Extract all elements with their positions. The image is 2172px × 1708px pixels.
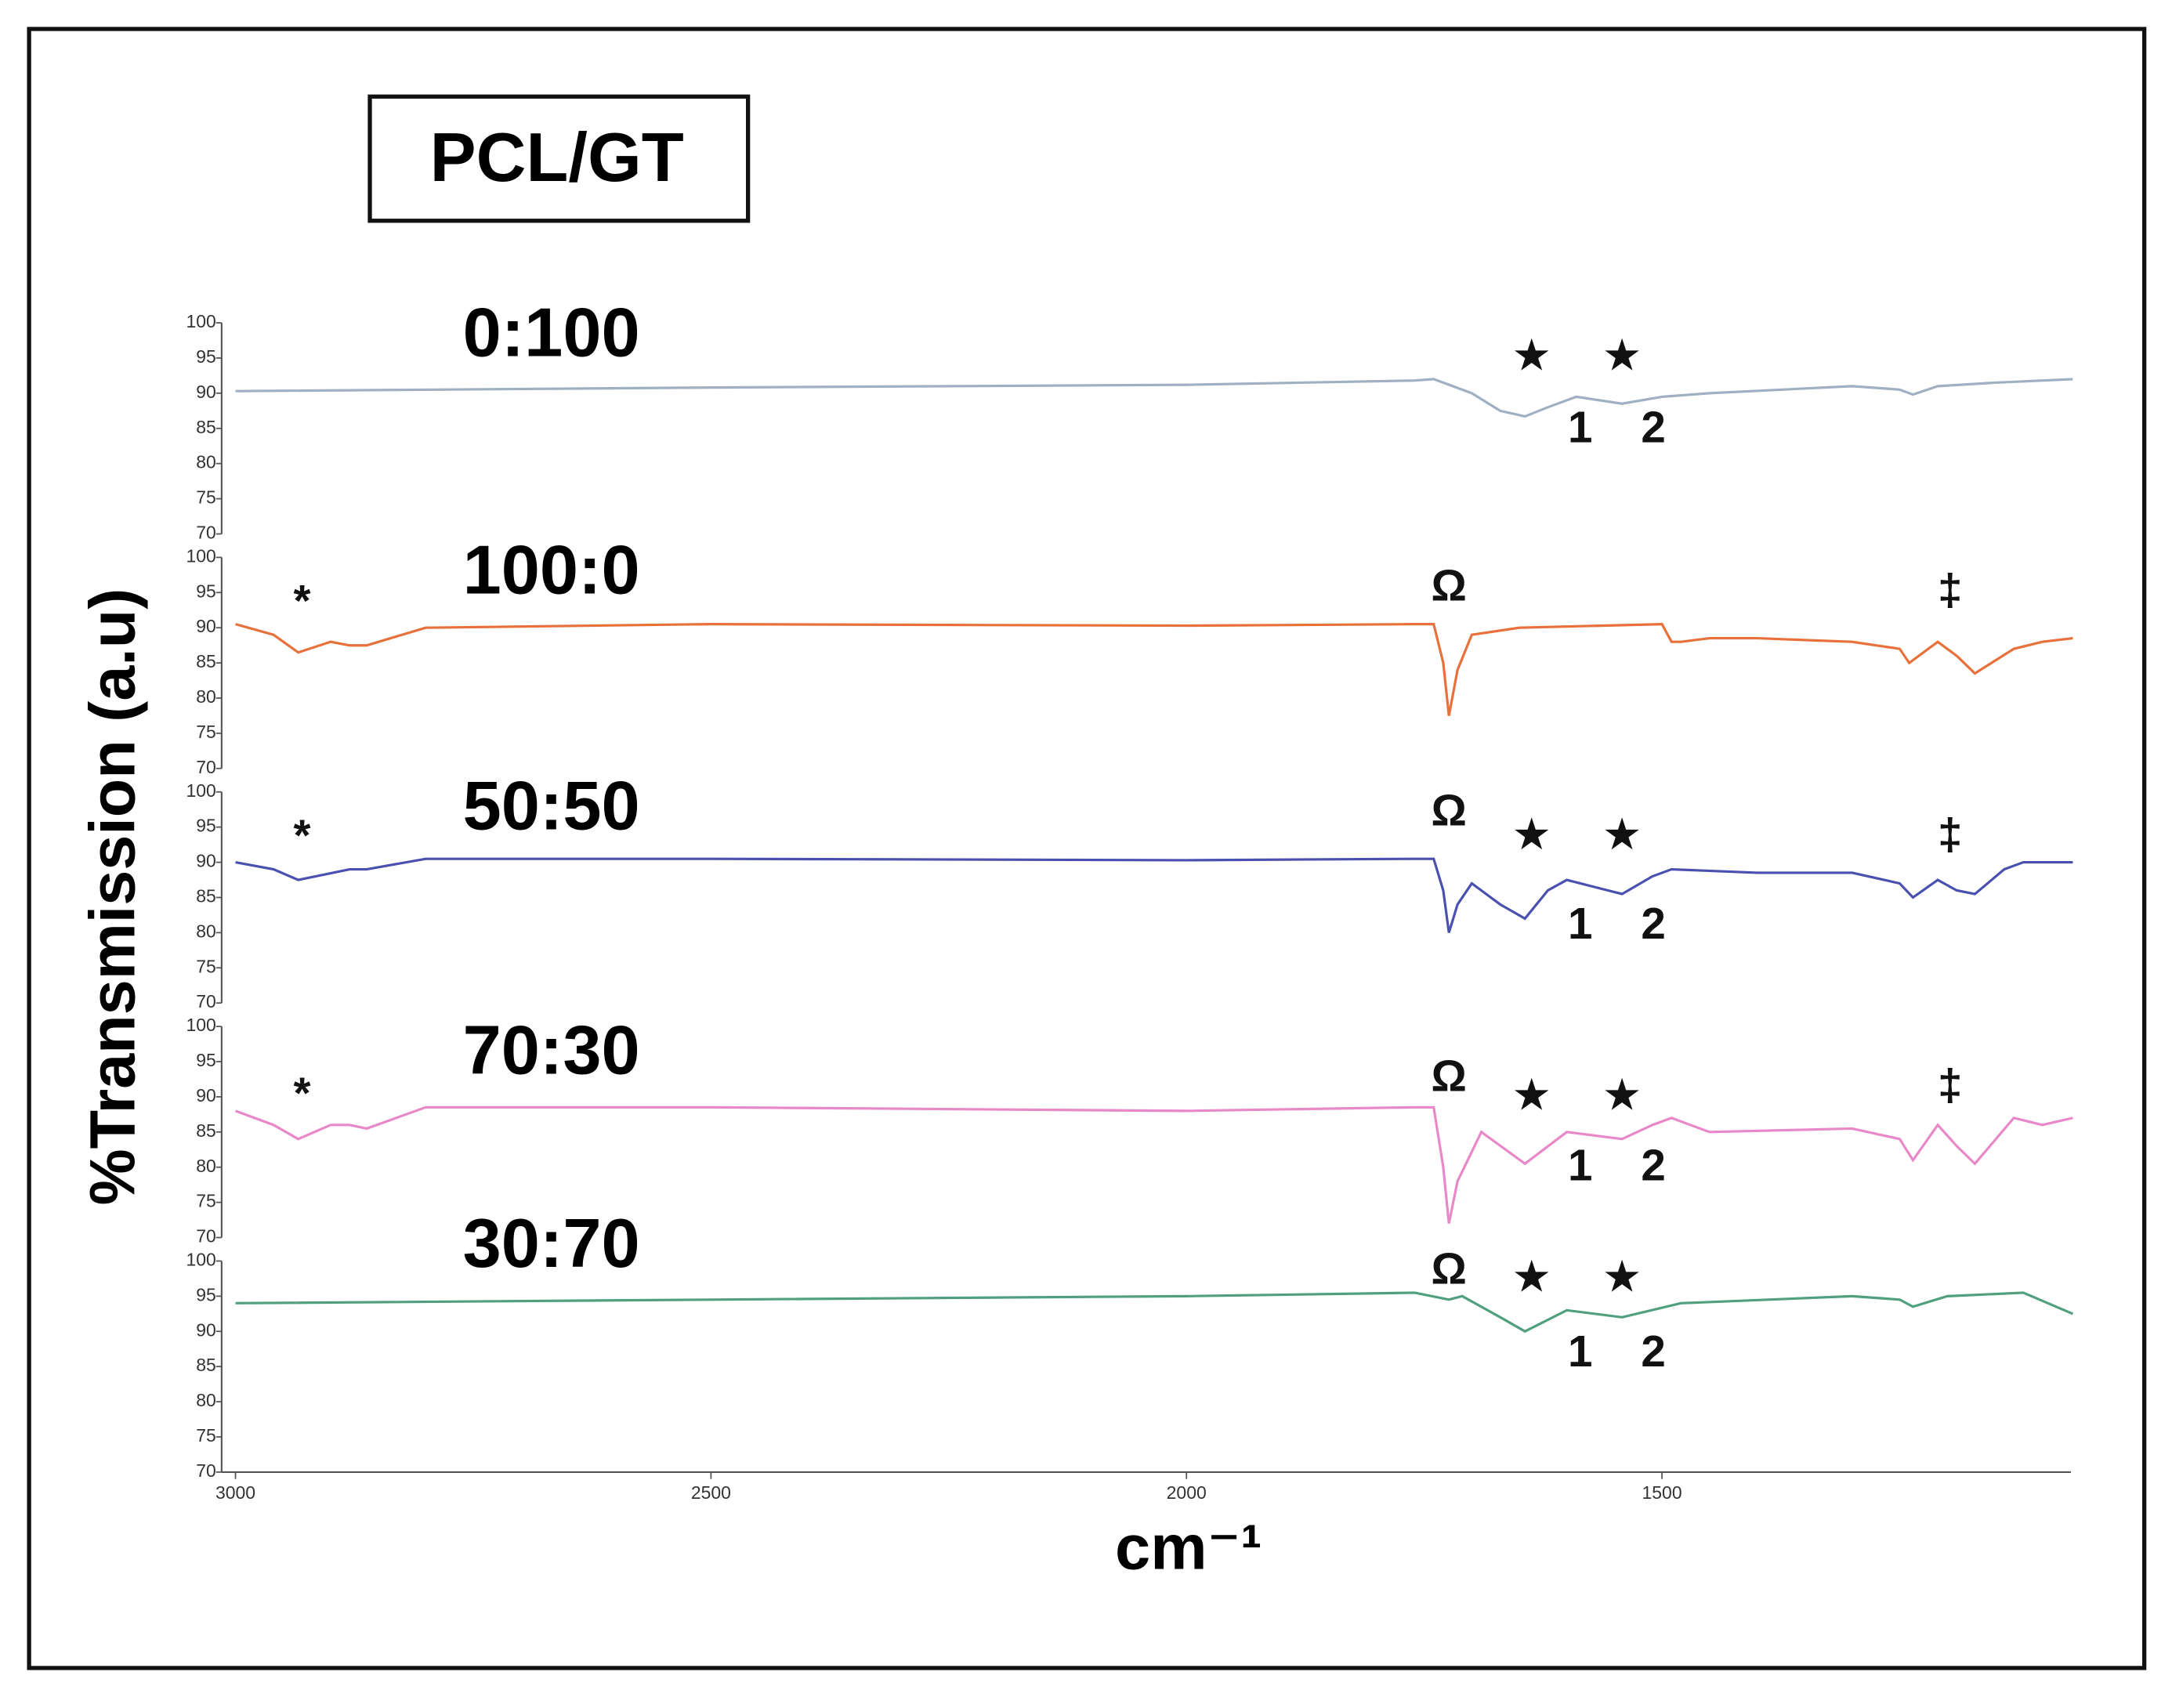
y-tick-label: 75 — [196, 722, 216, 742]
frame — [27, 27, 2147, 1670]
panel-title: 50:50 — [463, 767, 640, 845]
y-tick-label: 100 — [186, 545, 215, 566]
y-tick-label: 75 — [196, 1425, 216, 1446]
peak-annotation: Ω — [1432, 786, 1467, 835]
peak-annotation: ‡ — [1938, 1060, 1962, 1109]
peak-annotation: 1 — [1568, 899, 1592, 948]
y-tick-label: 75 — [196, 1191, 216, 1211]
y-tick-label: 95 — [196, 581, 216, 601]
spectrum-line — [235, 378, 2073, 418]
panel-title: 30:70 — [463, 1204, 640, 1282]
peak-annotation: 2 — [1641, 1326, 1665, 1376]
y-tick-label: 75 — [196, 487, 216, 508]
y-axis-label: %Transmission (a.u) — [78, 588, 149, 1206]
y-tick-label: 85 — [196, 417, 216, 437]
y-tick-label: 95 — [196, 816, 216, 836]
y-tick-label: 100 — [186, 311, 215, 331]
peak-annotation: ★ — [1602, 331, 1642, 380]
y-tick-label: 95 — [196, 1050, 216, 1070]
peak-annotation: ★ — [1602, 1252, 1642, 1301]
y-tick-label: 90 — [196, 616, 216, 636]
y-tick-label: 80 — [196, 686, 216, 707]
y-tick-label: 70 — [196, 1226, 216, 1247]
panel-title: 100:0 — [463, 531, 640, 609]
y-tick-label: 80 — [196, 1390, 216, 1410]
peak-annotation: 2 — [1641, 1141, 1665, 1190]
spectrum-line — [234, 1105, 2073, 1224]
y-tick-label: 95 — [196, 346, 216, 367]
peak-annotation: 1 — [1568, 402, 1592, 451]
peak-annotation: ★ — [1511, 331, 1551, 380]
y-tick-label: 70 — [196, 757, 216, 777]
peak-annotation: 2 — [1641, 899, 1665, 948]
y-tick-label: 70 — [196, 991, 216, 1011]
x-tick-label: 2000 — [1167, 1482, 1207, 1503]
y-tick-label: 95 — [196, 1284, 216, 1305]
x-tick-label: 2500 — [691, 1482, 731, 1503]
peak-annotation: ★ — [1602, 1070, 1642, 1120]
spectrum-line — [235, 1291, 2074, 1333]
peak-annotation: * — [293, 576, 310, 625]
peak-annotation: 1 — [1568, 1141, 1592, 1190]
y-tick-label: 80 — [196, 452, 216, 472]
peak-annotation: ‡ — [1938, 809, 1962, 859]
title-box — [367, 94, 751, 223]
y-tick-label: 75 — [196, 956, 216, 976]
peak-annotation: * — [293, 811, 310, 860]
peak-annotation: 1 — [1568, 1326, 1592, 1376]
y-tick-label: 100 — [186, 780, 215, 801]
y-tick-label: 90 — [196, 851, 216, 871]
peak-annotation: 2 — [1641, 402, 1665, 451]
peak-annotation: ★ — [1511, 809, 1551, 859]
y-tick-label: 100 — [186, 1015, 215, 1035]
spectrum-line — [235, 857, 2073, 933]
peak-annotation: ★ — [1511, 1252, 1551, 1301]
peak-annotation: ★ — [1602, 809, 1642, 859]
peak-annotation: * — [293, 1069, 310, 1118]
y-tick-label: 85 — [196, 1120, 216, 1141]
y-tick-label: 90 — [196, 1085, 216, 1105]
panel-title: 0:100 — [463, 294, 640, 371]
y-tick-label: 70 — [196, 523, 216, 543]
panel-title: 70:30 — [463, 1011, 640, 1089]
peak-annotation: Ω — [1432, 1051, 1467, 1100]
peak-annotation: ★ — [1511, 1070, 1551, 1120]
y-tick-label: 90 — [196, 1319, 216, 1340]
peak-annotation: Ω — [1432, 561, 1467, 610]
y-tick-label: 80 — [196, 1156, 216, 1176]
x-tick-label: 3000 — [215, 1482, 255, 1503]
y-tick-label: 80 — [196, 921, 216, 941]
spectrum-line — [235, 623, 2073, 716]
peak-annotation: ‡ — [1938, 565, 1962, 614]
y-tick-label: 85 — [196, 886, 216, 906]
y-tick-label: 85 — [196, 1355, 216, 1375]
y-tick-label: 85 — [196, 651, 216, 671]
figure-title: PCL/GT — [430, 118, 684, 196]
peak-annotation: Ω — [1432, 1244, 1467, 1294]
y-tick-label: 90 — [196, 382, 216, 402]
x-tick-label: 1500 — [1642, 1482, 1682, 1503]
x-axis-label: cm⁻¹ — [1115, 1513, 1262, 1583]
y-tick-label: 70 — [196, 1460, 216, 1481]
y-tick-label: 100 — [186, 1250, 215, 1270]
